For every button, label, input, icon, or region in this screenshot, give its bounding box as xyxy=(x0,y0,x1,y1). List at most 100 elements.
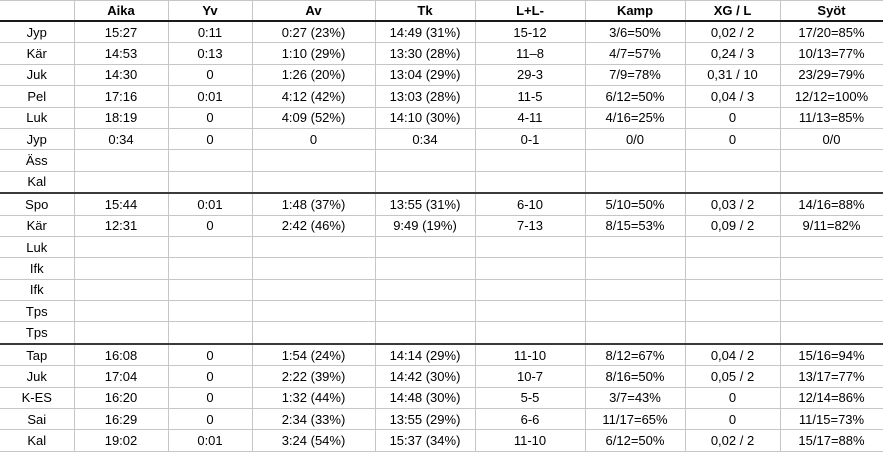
cell-kamp[interactable] xyxy=(584,278,686,302)
cell-ll[interactable]: 11-10 xyxy=(474,429,586,452)
cell-syot[interactable] xyxy=(779,300,883,323)
cell-xgl[interactable]: 0,24 / 3 xyxy=(684,42,781,65)
row-label[interactable]: Kär xyxy=(0,214,75,237)
cell-xgl[interactable]: 0,02 / 2 xyxy=(684,429,781,452)
cell-tk[interactable]: 14:14 (29%) xyxy=(374,342,476,367)
cell-ll[interactable]: 7-13 xyxy=(474,214,586,237)
row-label[interactable]: Jyp xyxy=(0,20,75,44)
cell-syot[interactable]: 9/11=82% xyxy=(779,214,883,237)
row-label[interactable]: Luk xyxy=(0,235,75,259)
cell-ll[interactable]: 0-1 xyxy=(474,127,586,151)
cell-syot[interactable]: 13/17=77% xyxy=(779,365,883,388)
cell-av[interactable]: 4:12 (42%) xyxy=(251,85,376,108)
cell-kamp[interactable]: 4/7=57% xyxy=(584,42,686,65)
cell-av[interactable] xyxy=(251,149,376,172)
cell-tk[interactable]: 13:55 (31%) xyxy=(374,192,476,216)
cell-av[interactable]: 1:48 (37%) xyxy=(251,192,376,216)
cell-kamp[interactable] xyxy=(584,235,686,259)
cell-ll[interactable]: 6-10 xyxy=(474,192,586,216)
cell-syot[interactable]: 12/14=86% xyxy=(779,386,883,410)
cell-xgl[interactable]: 0,04 / 2 xyxy=(684,342,781,367)
cell-av[interactable]: 3:24 (54%) xyxy=(251,429,376,452)
cell-xgl[interactable] xyxy=(684,235,781,259)
row-label[interactable]: Spo xyxy=(0,192,75,216)
cell-tk[interactable] xyxy=(374,257,476,280)
cell-kamp[interactable]: 8/16=50% xyxy=(584,365,686,388)
cell-tk[interactable] xyxy=(374,321,476,345)
cell-kamp[interactable] xyxy=(584,321,686,345)
col-header-name[interactable] xyxy=(0,0,75,22)
cell-av[interactable]: 0:27 (23%) xyxy=(251,20,376,44)
row-label[interactable]: K-ES xyxy=(0,386,75,410)
cell-kamp[interactable]: 3/6=50% xyxy=(584,20,686,44)
cell-kamp[interactable]: 8/15=53% xyxy=(584,214,686,237)
cell-tk[interactable] xyxy=(374,149,476,172)
row-label[interactable]: Luk xyxy=(0,106,75,129)
cell-syot[interactable] xyxy=(779,278,883,302)
col-header-tk[interactable]: Tk xyxy=(374,0,476,22)
cell-aika[interactable]: 14:30 xyxy=(73,63,169,87)
cell-xgl[interactable]: 0 xyxy=(684,127,781,151)
cell-yv[interactable]: 0:01 xyxy=(167,429,253,452)
row-label[interactable]: Kal xyxy=(0,170,75,194)
cell-yv[interactable] xyxy=(167,278,253,302)
cell-yv[interactable] xyxy=(167,235,253,259)
cell-syot[interactable] xyxy=(779,257,883,280)
cell-yv[interactable]: 0:01 xyxy=(167,85,253,108)
cell-aika[interactable]: 16:20 xyxy=(73,386,169,410)
cell-ll[interactable]: 5-5 xyxy=(474,386,586,410)
cell-av[interactable]: 2:42 (46%) xyxy=(251,214,376,237)
col-header-aika[interactable]: Aika xyxy=(73,0,169,22)
row-label[interactable]: Kal xyxy=(0,429,75,452)
cell-ll[interactable] xyxy=(474,300,586,323)
row-label[interactable]: Tps xyxy=(0,321,75,345)
cell-tk[interactable]: 9:49 (19%) xyxy=(374,214,476,237)
cell-yv[interactable] xyxy=(167,321,253,345)
cell-kamp[interactable]: 4/16=25% xyxy=(584,106,686,129)
cell-tk[interactable]: 13:04 (29%) xyxy=(374,63,476,87)
cell-tk[interactable]: 13:55 (29%) xyxy=(374,408,476,431)
cell-syot[interactable]: 15/16=94% xyxy=(779,342,883,367)
cell-ll[interactable]: 10-7 xyxy=(474,365,586,388)
cell-kamp[interactable] xyxy=(584,300,686,323)
row-label[interactable]: Pel xyxy=(0,85,75,108)
cell-syot[interactable] xyxy=(779,235,883,259)
cell-xgl[interactable]: 0,04 / 3 xyxy=(684,85,781,108)
row-label[interactable]: Sai xyxy=(0,408,75,431)
cell-kamp[interactable]: 6/12=50% xyxy=(584,85,686,108)
cell-yv[interactable]: 0:11 xyxy=(167,20,253,44)
cell-kamp[interactable]: 7/9=78% xyxy=(584,63,686,87)
col-header-ll[interactable]: L+L- xyxy=(474,0,586,22)
cell-ll[interactable] xyxy=(474,257,586,280)
cell-aika[interactable] xyxy=(73,278,169,302)
cell-aika[interactable]: 18:19 xyxy=(73,106,169,129)
cell-xgl[interactable]: 0,02 / 2 xyxy=(684,20,781,44)
cell-tk[interactable]: 14:42 (30%) xyxy=(374,365,476,388)
cell-aika[interactable]: 0:34 xyxy=(73,127,169,151)
cell-syot[interactable]: 15/17=88% xyxy=(779,429,883,452)
cell-yv[interactable] xyxy=(167,170,253,194)
cell-aika[interactable]: 16:08 xyxy=(73,342,169,367)
row-label[interactable]: Tap xyxy=(0,342,75,367)
cell-tk[interactable]: 14:49 (31%) xyxy=(374,20,476,44)
row-label[interactable]: Ifk xyxy=(0,257,75,280)
cell-yv[interactable] xyxy=(167,300,253,323)
cell-yv[interactable]: 0 xyxy=(167,365,253,388)
cell-syot[interactable]: 11/15=73% xyxy=(779,408,883,431)
cell-tk[interactable] xyxy=(374,278,476,302)
cell-kamp[interactable] xyxy=(584,149,686,172)
row-label[interactable]: Juk xyxy=(0,365,75,388)
row-label[interactable]: Jyp xyxy=(0,127,75,151)
cell-yv[interactable]: 0 xyxy=(167,63,253,87)
cell-av[interactable] xyxy=(251,235,376,259)
cell-tk[interactable]: 14:10 (30%) xyxy=(374,106,476,129)
cell-syot[interactable] xyxy=(779,321,883,345)
cell-tk[interactable]: 13:30 (28%) xyxy=(374,42,476,65)
cell-xgl[interactable]: 0 xyxy=(684,106,781,129)
cell-yv[interactable] xyxy=(167,149,253,172)
cell-av[interactable]: 1:10 (29%) xyxy=(251,42,376,65)
cell-av[interactable]: 1:32 (44%) xyxy=(251,386,376,410)
cell-kamp[interactable]: 3/7=43% xyxy=(584,386,686,410)
cell-aika[interactable]: 19:02 xyxy=(73,429,169,452)
cell-av[interactable] xyxy=(251,170,376,194)
